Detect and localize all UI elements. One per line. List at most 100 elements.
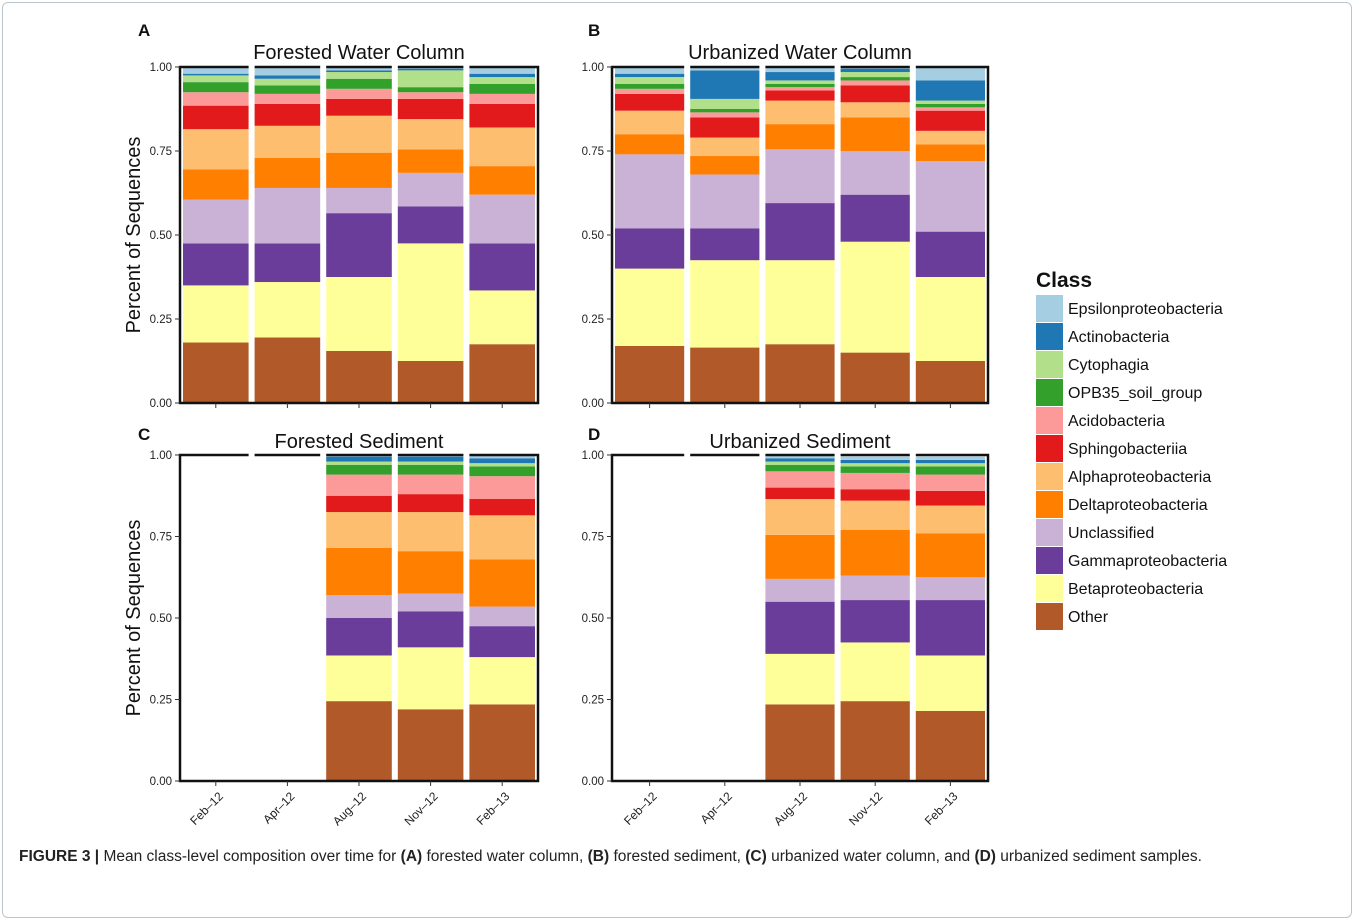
bar-segment bbox=[840, 72, 910, 78]
bar-segment bbox=[469, 103, 535, 128]
bar-segment bbox=[397, 172, 464, 207]
bar-segment bbox=[615, 93, 685, 111]
bar-gap bbox=[909, 65, 916, 69]
bar-segment bbox=[397, 512, 464, 552]
bar-segment bbox=[326, 618, 392, 656]
legend-label: Gammaproteobacteria bbox=[1068, 553, 1227, 570]
y-tick-label: 0.25 bbox=[150, 314, 172, 326]
bar-segment bbox=[397, 98, 464, 120]
bar-segment bbox=[915, 600, 985, 656]
bar-segment bbox=[840, 194, 910, 242]
bar-segment bbox=[840, 241, 910, 353]
legend-swatch bbox=[1036, 435, 1063, 462]
x-tick-label: Apr–12 bbox=[698, 789, 735, 826]
bar-segment bbox=[469, 657, 535, 705]
bar-segment bbox=[469, 626, 535, 658]
legend-swatch bbox=[1036, 519, 1063, 546]
bar-segment bbox=[326, 701, 392, 781]
bar-segment bbox=[840, 500, 910, 530]
bar-segment bbox=[765, 578, 835, 602]
bar-segment bbox=[326, 115, 392, 153]
y-tick-label: 1.00 bbox=[582, 62, 604, 74]
bar-segment bbox=[254, 337, 321, 403]
bar-segment bbox=[615, 77, 685, 84]
bar-segment bbox=[326, 277, 392, 351]
y-tick-label: 0.00 bbox=[150, 776, 172, 788]
y-tick-label: 0.50 bbox=[582, 613, 604, 625]
y-tick-label: 0.50 bbox=[582, 230, 604, 242]
bar-segment bbox=[183, 199, 249, 244]
panel-letter-a: A bbox=[138, 21, 150, 40]
bar-segment bbox=[469, 499, 535, 516]
bar-gap bbox=[320, 65, 327, 69]
bar-segment bbox=[765, 499, 835, 535]
caption-text-5: urbanized sediment samples. bbox=[995, 848, 1202, 865]
y-tick-label: 0.00 bbox=[150, 398, 172, 410]
bar-segment bbox=[765, 72, 835, 81]
bar-segment bbox=[326, 461, 392, 465]
bar-segment bbox=[690, 98, 760, 109]
bar-segment bbox=[469, 166, 535, 195]
bar-segment bbox=[615, 67, 685, 74]
panel-title: Forested Sediment bbox=[275, 431, 444, 453]
bar-segment bbox=[915, 577, 985, 601]
bar-segment bbox=[183, 243, 249, 286]
legend-label: Actinobacteria bbox=[1068, 329, 1169, 346]
bar-segment bbox=[326, 152, 392, 188]
bar-segment bbox=[765, 260, 835, 345]
bar-segment bbox=[765, 87, 835, 91]
bar-segment bbox=[840, 575, 910, 601]
x-tick-label: Feb–12 bbox=[187, 789, 226, 828]
bar-gap bbox=[759, 65, 766, 69]
y-axis-label: Percent of Sequences bbox=[123, 520, 145, 717]
bar-gap bbox=[463, 453, 470, 457]
bar-segment bbox=[765, 100, 835, 125]
bar-segment bbox=[397, 70, 464, 88]
y-tick-label: 0.50 bbox=[150, 613, 172, 625]
bar-segment bbox=[469, 93, 535, 104]
x-tick-label: Apr–12 bbox=[260, 789, 297, 826]
caption-ref-d: (D) bbox=[974, 848, 996, 865]
legend-swatch bbox=[1036, 547, 1063, 574]
bar-segment bbox=[915, 161, 985, 232]
bar-segment bbox=[690, 117, 760, 138]
x-tick-label: Nov–12 bbox=[402, 789, 441, 828]
bar-segment bbox=[469, 243, 535, 291]
bar-segment bbox=[840, 68, 910, 73]
bar-segment bbox=[469, 455, 535, 459]
bar-gap bbox=[391, 65, 398, 69]
y-tick-label: 0.75 bbox=[150, 532, 172, 544]
bar-segment bbox=[326, 70, 392, 73]
bar-segment bbox=[690, 174, 760, 229]
bar-segment bbox=[690, 260, 760, 348]
bar-segment bbox=[765, 601, 835, 654]
bar-segment bbox=[254, 243, 321, 283]
x-tick-label: Aug–12 bbox=[330, 789, 369, 828]
y-tick-label: 0.00 bbox=[582, 398, 604, 410]
caption-text-3: forested sediment, bbox=[609, 848, 746, 865]
bar-segment bbox=[690, 112, 760, 118]
bar-segment bbox=[615, 228, 685, 269]
bar-segment bbox=[840, 459, 910, 464]
bar-segment bbox=[469, 559, 535, 607]
bar-segment bbox=[765, 90, 835, 101]
bar-segment bbox=[915, 490, 985, 506]
bar-segment bbox=[840, 151, 910, 195]
y-tick-label: 1.00 bbox=[150, 62, 172, 74]
bar-segment bbox=[469, 458, 535, 464]
bar-segment bbox=[690, 70, 760, 99]
bar-gap bbox=[684, 65, 691, 69]
bar-segment bbox=[915, 474, 985, 491]
y-tick-label: 1.00 bbox=[582, 450, 604, 462]
bar-segment bbox=[326, 595, 392, 618]
bar-segment bbox=[397, 92, 464, 99]
bar-segment bbox=[183, 129, 249, 170]
legend-swatch bbox=[1036, 575, 1063, 602]
bar-segment bbox=[397, 456, 464, 462]
bar-segment bbox=[183, 73, 249, 76]
panel-c: C Forested Sediment 0.00 0.25 0.50 0.75 1.00 Fe… bbox=[123, 425, 540, 828]
bar-segment bbox=[765, 461, 835, 465]
y-tick-label: 0.75 bbox=[150, 146, 172, 158]
bar-segment bbox=[326, 512, 392, 548]
bar-segment bbox=[469, 67, 535, 74]
